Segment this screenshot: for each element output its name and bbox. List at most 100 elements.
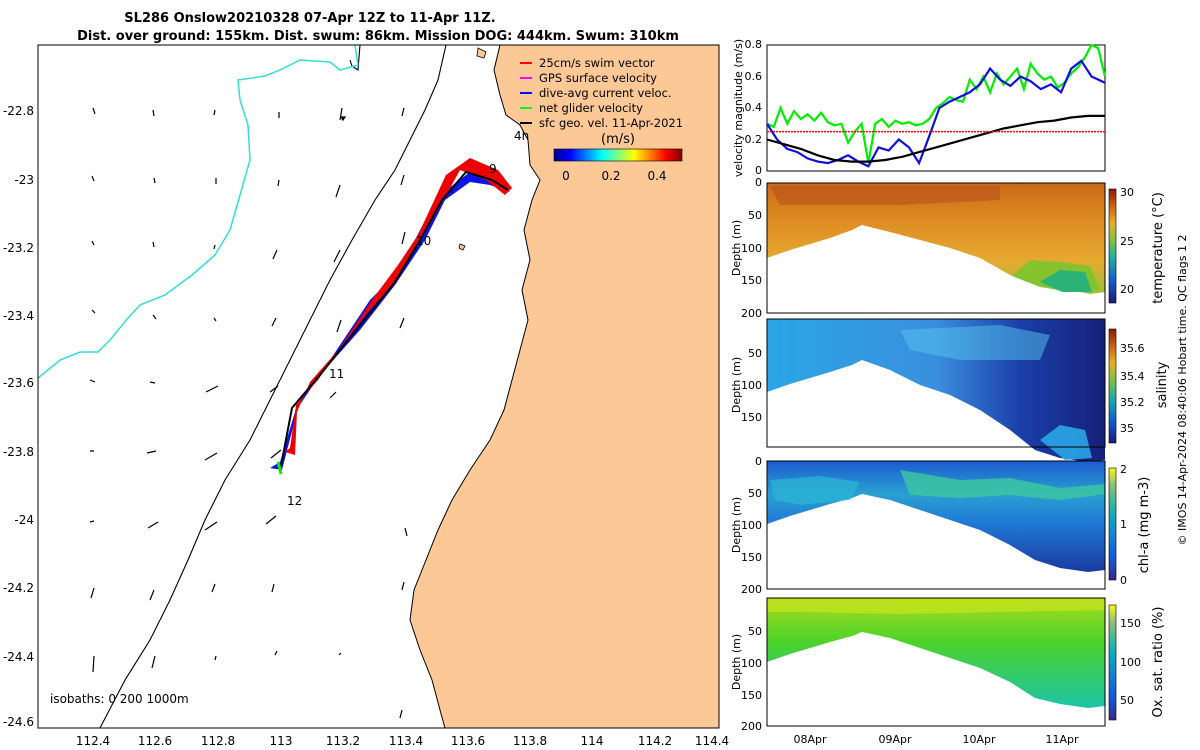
map-y-tick: -24.6 [3,715,34,729]
chla-frame [766,460,1106,590]
salinity-y-ticks: 50 100 150 [741,347,762,424]
map-x-tick: 113.4 [389,734,423,748]
map-x-tick: 112.6 [138,734,172,748]
map-y-tick: -23.4 [3,309,34,323]
chla-y-ticks: 0 50 100 150 200 [741,455,762,596]
salinity-cbar-label: salinity [1155,361,1170,408]
velocity-y-tick: 0.4 [745,101,763,114]
map-colorbar: (m/s) 0 0.2 0.4 [553,132,683,183]
map-y-tick: -24 [14,513,34,527]
day-label: 10 [416,234,431,248]
temperature-cold-patch [1040,270,1092,292]
oxygen-y-tick: 150 [741,689,762,702]
chla-colorbar-ticks: 0 1 2 [1120,463,1127,587]
chla-y-tick: 150 [741,551,762,564]
map-y-tick: -23 [14,173,34,187]
temperature-warm-layer [770,186,1000,205]
temperature-y-tick: 150 [741,274,762,287]
chla-y-tick: 0 [755,455,762,468]
temperature-cbar-tick: 20 [1120,283,1134,296]
glider-track [270,158,512,475]
salinity-cbar-tick: 35.4 [1120,370,1145,383]
oxygen-cbar-tick: 150 [1120,617,1141,630]
oxygen-field [767,598,1105,708]
map-y-tick: -22.8 [3,104,34,118]
chla-colorbar [1108,467,1117,581]
oxygen-surface-layer [767,598,1105,614]
temperature-cbar-tick: 25 [1120,235,1134,248]
legend-label: GPS surface velocity [539,71,657,85]
map-y-tick: -24.4 [3,650,34,664]
map-frame [37,44,720,729]
map-x-tick: 113.8 [513,734,547,748]
oxygen-panel: 50 100 150 200 Depth (m) 50 100 150 Ox. … [730,597,1166,746]
temperature-field [767,183,1105,294]
map-legend: 25cm/s swim vector GPS surface velocity … [520,56,683,130]
chla-ylabel: Depth (m) [730,497,743,553]
glider-path-line [280,170,509,467]
map-x-tick: 114.4 [695,734,729,748]
chla-cbar-tick: 2 [1120,463,1127,476]
salinity-ylabel: Depth (m) [730,357,743,413]
map-y-tick: -24.2 [3,581,34,595]
temperature-y-tick: 50 [748,209,762,222]
isobaths-label: isobaths: 0 200 1000m [50,692,189,706]
salinity-y-tick: 150 [741,411,762,424]
velocity-panel: 0.8 0.6 0.4 0.2 0 velocity magnitude (m/… [732,38,1107,177]
time-x-ticks: 08Apr 09Apr 10Apr 11Apr [793,733,1079,746]
map-x-tick: 112.8 [201,734,235,748]
time-x-tick: 11Apr [1045,733,1079,746]
velocity-series-sfc-geo-vel- [766,114,1105,163]
map-y-ticks: -22.8 -23 -23.2 -23.4 -23.6 -23.8 -24 -2… [3,104,34,729]
isobath-1000 [349,45,361,71]
temperature-cbar-label: temperature (°C) [1151,192,1166,304]
chla-max-layer [900,470,1105,500]
salinity-cbar-tick: 35 [1120,422,1134,435]
net-velocity-mark [276,461,283,475]
title-line-2: Dist. over ground: 155km. Dist. swum: 86… [77,29,679,44]
velocity-y-tick: 0.2 [745,133,763,146]
chla-patch-west [770,476,860,505]
salinity-fresh-patch [1040,425,1092,460]
colorbar-tick: 0.4 [647,169,666,183]
temperature-panel: 0 50 100 150 200 Depth (m) 20 25 30 temp… [730,176,1166,320]
map-x-ticks: 112.4 112.6 112.8 113 113.2 113.4 113.6 … [76,734,729,748]
legend-label: 25cm/s swim vector [539,56,655,70]
oxygen-y-tick: 50 [748,625,762,638]
legend-label: dive-avg current veloc. [539,86,672,100]
velocity-series-group [766,43,1107,168]
chla-cbar-tick: 0 [1120,574,1127,587]
oxygen-colorbar [1108,604,1117,721]
island-small [458,243,466,251]
salinity-light-patch [900,325,1050,360]
oxygen-y-tick: 100 [741,657,762,670]
chla-panel: 0 50 100 150 200 Depth (m) 0 1 2 chl-a (… [730,455,1152,596]
map-y-tick: -23.2 [3,241,34,255]
temperature-colorbar [1108,188,1117,304]
day-label: 12 [287,494,302,508]
velocity-y-ticks: 0.8 0.6 0.4 0.2 0 [745,38,763,177]
chla-y-tick: 100 [741,519,762,532]
oxygen-cbar-label: Ox. sat. ratio (%) [1151,607,1166,718]
chla-cbar-tick: 1 [1120,518,1127,531]
oxygen-cbar-tick: 100 [1120,656,1141,669]
oxygen-frame [766,597,1106,727]
map-land [409,45,719,728]
map-x-tick: 113.2 [326,734,360,748]
velocity-ylabel: velocity magnitude (m/s) [732,39,745,177]
velocity-series-net-glider-velocity [766,43,1107,164]
time-x-tick: 10Apr [962,733,996,746]
time-x-tick: 08Apr [793,733,827,746]
chla-cbar-label: chl-a (mg m-3) [1137,477,1152,574]
temperature-y-tick: 200 [741,307,762,320]
oxygen-y-ticks: 50 100 150 200 [741,625,762,733]
map-x-tick: 113 [270,734,293,748]
salinity-colorbar-ticks: 35 35.2 35.4 35.6 [1120,342,1145,435]
velocity-series-dive-avg-current-veloc- [766,59,1106,168]
map-x-tick: 114 [581,734,604,748]
day-label: 9 [489,162,497,176]
colorbar-tick: 0.2 [601,169,620,183]
oxygen-y-tick: 200 [741,720,762,733]
corner-label: 4h [514,129,529,143]
map-y-tick: -23.8 [3,445,34,459]
